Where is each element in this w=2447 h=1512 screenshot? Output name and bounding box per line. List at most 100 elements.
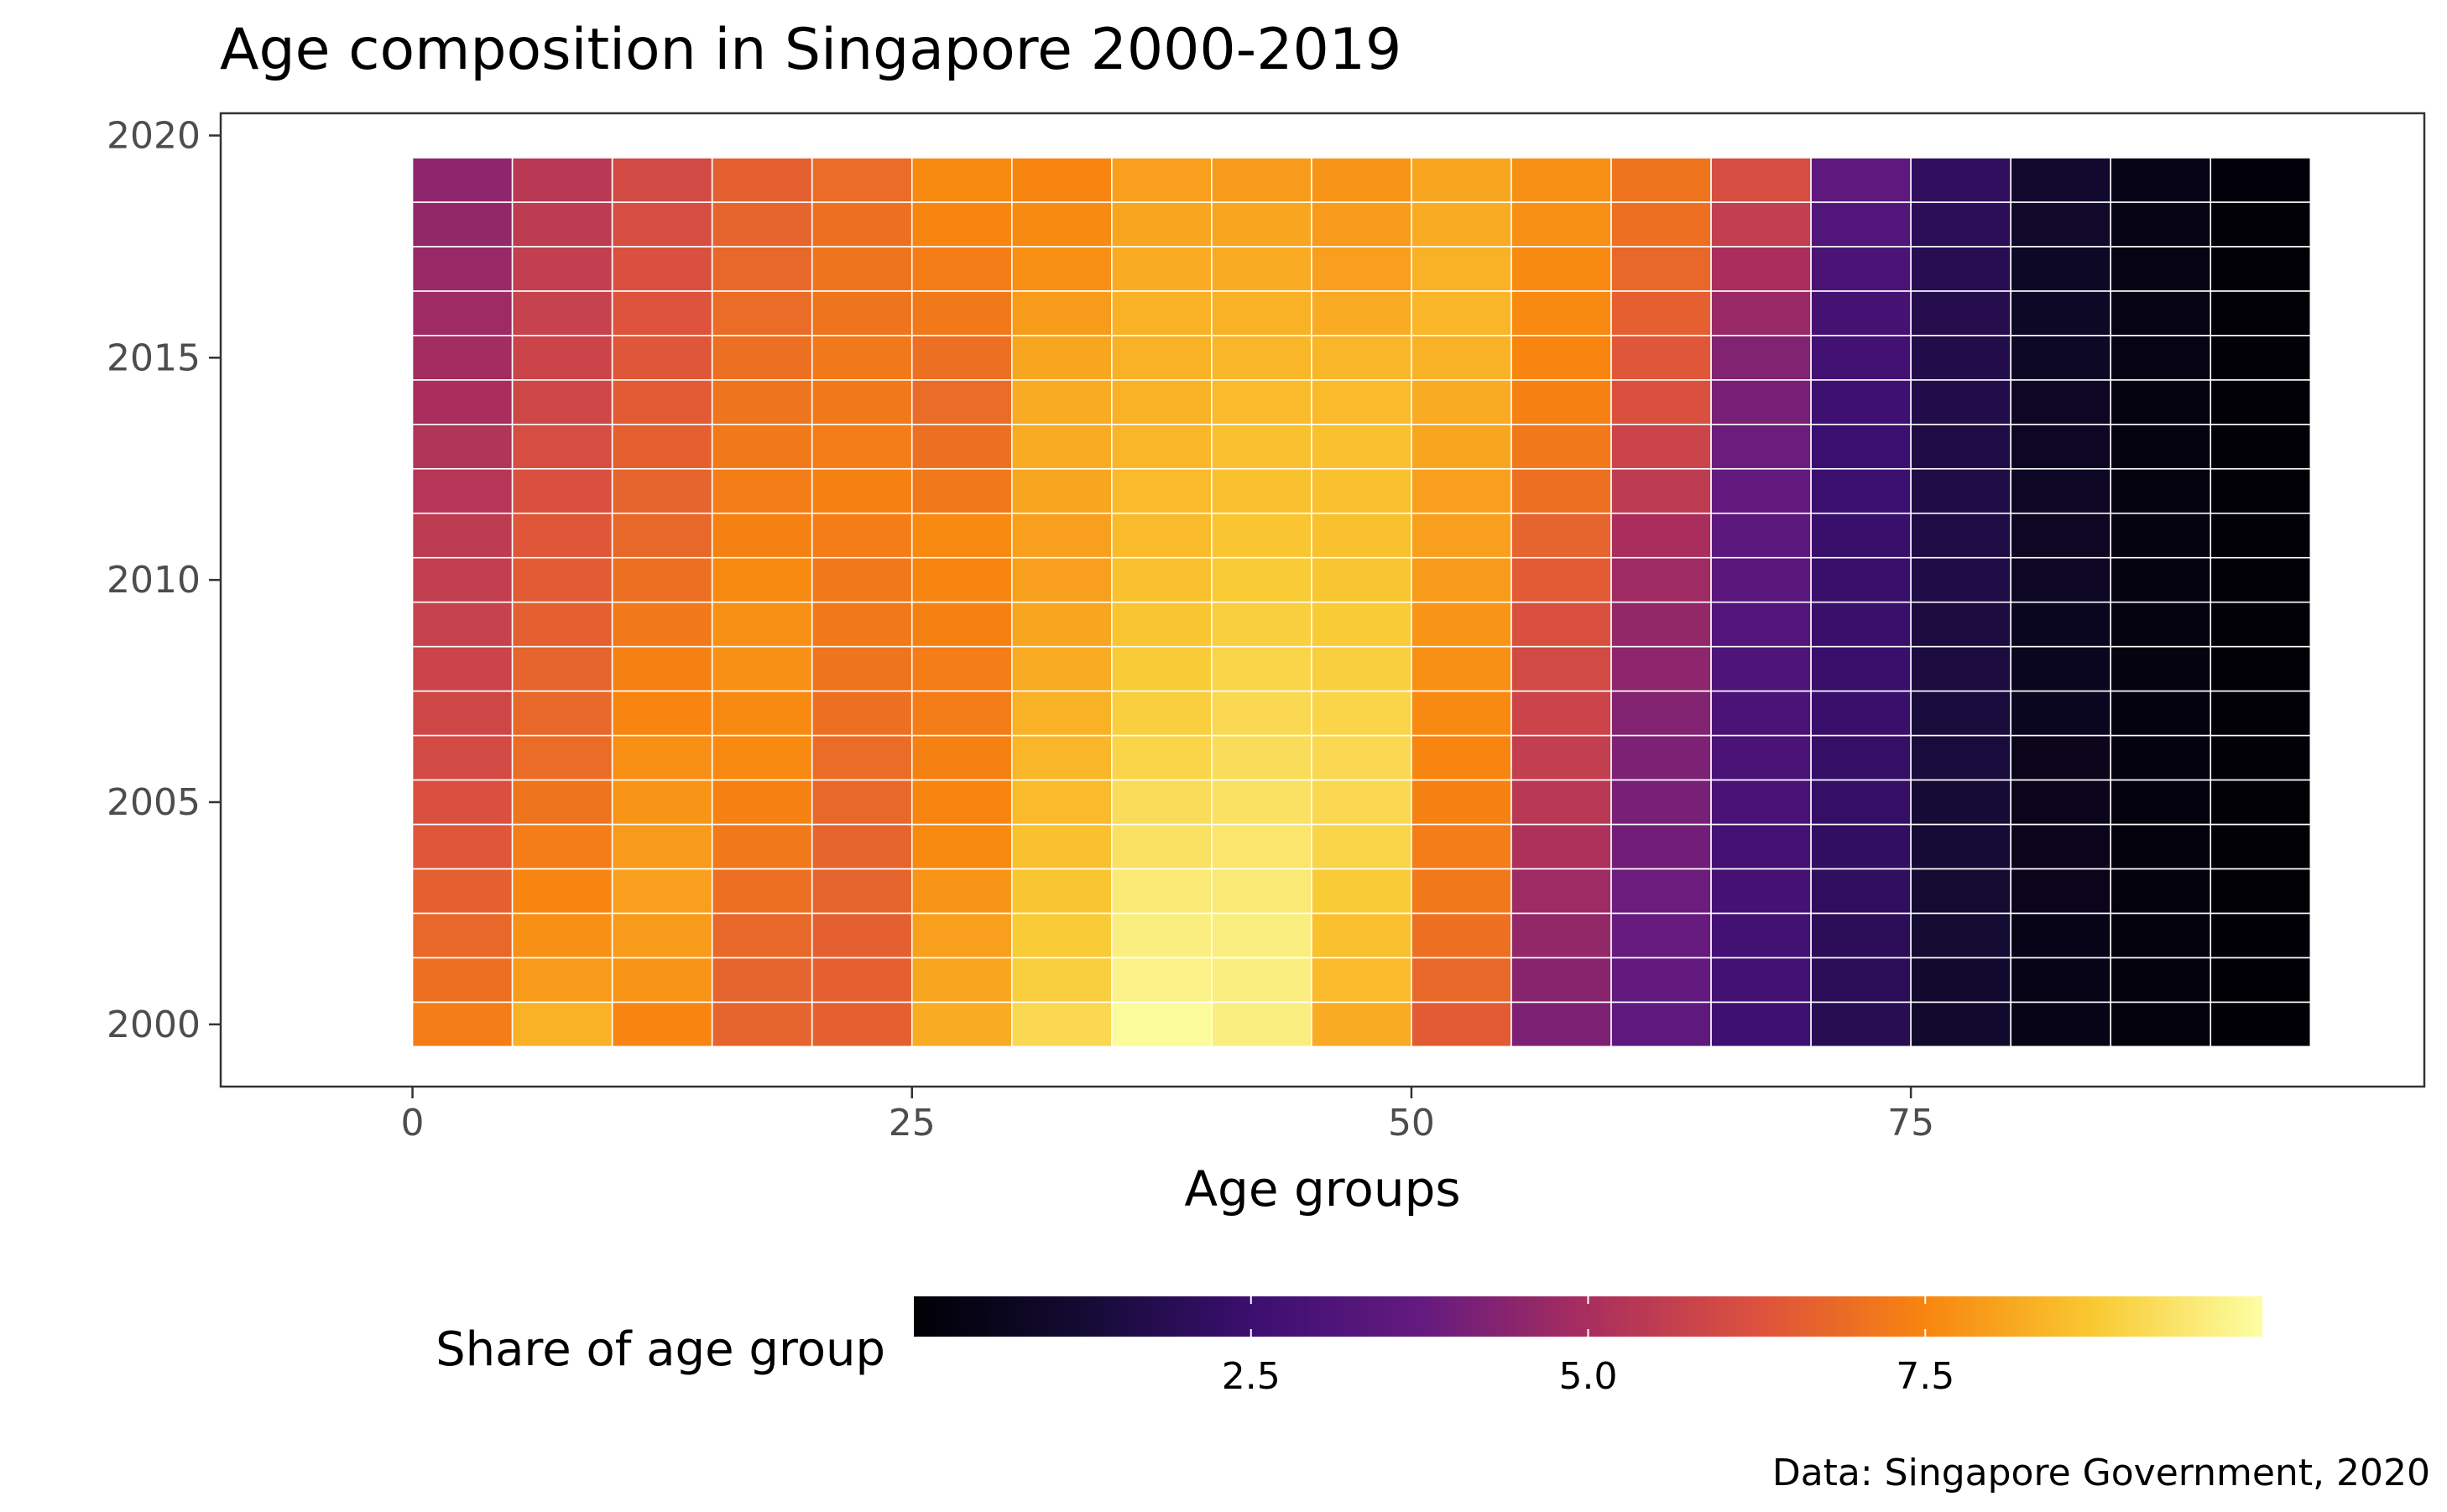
heatmap-cell: [1910, 601, 2011, 648]
heatmap-cell: [1910, 157, 2011, 203]
heatmap-cell: [1311, 868, 1412, 915]
heatmap-cell: [1510, 556, 1612, 603]
heatmap-cell: [1311, 201, 1412, 248]
heatmap-cell: [711, 246, 813, 292]
heatmap-cell: [1411, 868, 1512, 915]
heatmap-cell: [1810, 690, 1912, 737]
heatmap-cell: [910, 556, 1013, 603]
heatmap-cell: [1010, 957, 1113, 1004]
heatmap-cell: [1010, 467, 1113, 514]
heatmap-cell: [1610, 1001, 1712, 1048]
heatmap-cell: [1510, 601, 1612, 648]
heatmap-cell: [2110, 379, 2212, 425]
heatmap-cell: [1710, 157, 1812, 203]
heatmap-cell: [1710, 690, 1812, 737]
heatmap-cell: [1910, 335, 2011, 381]
heatmap-cell: [1910, 423, 2011, 470]
heatmap-cell: [1610, 734, 1712, 781]
heatmap-cell: [811, 645, 913, 692]
heatmap-cell: [1411, 379, 1512, 425]
heatmap-cell: [2110, 423, 2212, 470]
heatmap-cell: [910, 157, 1013, 203]
heatmap-cell: [811, 157, 913, 203]
heatmap-cell: [411, 379, 514, 425]
heatmap-cell: [910, 823, 1013, 870]
heatmap-cell: [910, 290, 1013, 336]
heatmap-cell: [611, 1001, 713, 1048]
heatmap-cell: [511, 157, 613, 203]
heatmap-cell: [411, 823, 514, 870]
heatmap-cell: [411, 779, 514, 826]
heatmap-cell: [1111, 779, 1213, 826]
heatmap-cell: [1311, 912, 1412, 959]
heatmap-cell: [611, 645, 713, 692]
heatmap-cell: [711, 512, 813, 559]
heatmap-cell: [1311, 601, 1412, 648]
heatmap-cell: [1010, 512, 1113, 559]
heatmap-cell: [411, 335, 514, 381]
heatmap-cell: [1111, 1001, 1213, 1048]
heatmap-cell: [611, 335, 713, 381]
y-tick-label: 2015: [107, 336, 201, 379]
heatmap-cell: [1710, 601, 1812, 648]
heatmap-cell: [1810, 512, 1912, 559]
heatmap-cell: [1211, 645, 1312, 692]
heatmap-cell: [811, 512, 913, 559]
heatmap-cell: [1510, 912, 1612, 959]
heatmap-cell: [1311, 957, 1412, 1004]
heatmap-cell: [1111, 246, 1213, 292]
heatmap-cell: [1010, 290, 1113, 336]
legend-ticks: 2.5 5.0 7.5: [1222, 1296, 1954, 1398]
heatmap-cell: [1810, 246, 1912, 292]
heatmap-cell: [411, 734, 514, 781]
heatmap-cell: [611, 379, 713, 425]
heatmap-cell: [811, 379, 913, 425]
heatmap-cell: [1211, 512, 1312, 559]
heatmap-cell: [2010, 734, 2112, 781]
heatmap-cell: [2110, 957, 2212, 1004]
heatmap-cell: [1211, 734, 1312, 781]
heatmap-cell: [1910, 201, 2011, 248]
heatmap-cell: [910, 734, 1013, 781]
heatmap-cell: [2210, 912, 2312, 959]
heatmap-cell: [1010, 645, 1113, 692]
heatmap-cell: [711, 957, 813, 1004]
heatmap-cell: [1111, 868, 1213, 915]
heatmap-cell: [1010, 157, 1113, 203]
heatmap-cell: [411, 556, 514, 603]
heatmap-cell: [2210, 379, 2312, 425]
heatmap-cell: [2010, 868, 2112, 915]
y-tick-label: 2020: [107, 114, 201, 157]
heatmap-cell: [910, 601, 1013, 648]
heatmap-cell: [511, 734, 613, 781]
heatmap-cell: [2110, 779, 2212, 826]
heatmap-cell: [1211, 290, 1312, 336]
heatmap-cell: [1710, 645, 1812, 692]
y-tick-label: 2000: [107, 1004, 201, 1046]
heatmap-cell: [910, 1001, 1013, 1048]
heatmap-cell: [1411, 734, 1512, 781]
heatmap-cell: [2110, 868, 2212, 915]
heatmap-cell: [1710, 957, 1812, 1004]
heatmap-cell: [910, 246, 1013, 292]
heatmap-cell: [2010, 246, 2112, 292]
heatmap-cell: [1411, 556, 1512, 603]
heatmap-cell: [2010, 512, 2112, 559]
heatmap-cell: [1910, 912, 2011, 959]
heatmap-cell: [2010, 823, 2112, 870]
heatmap-cell: [2010, 423, 2112, 470]
heatmap-cell: [1510, 246, 1612, 292]
heatmap-cell: [1510, 201, 1612, 248]
heatmap-cell: [1211, 690, 1312, 737]
heatmap-cell: [511, 512, 613, 559]
heatmap-cell: [1111, 512, 1213, 559]
heatmap-cell: [2210, 423, 2312, 470]
heatmap-cell: [1710, 734, 1812, 781]
heatmap-cell: [1610, 201, 1712, 248]
heatmap-cell: [1510, 423, 1612, 470]
heatmap-cell: [2210, 734, 2312, 781]
heatmap-cell: [411, 957, 514, 1004]
heatmap-cell: [1610, 912, 1712, 959]
heatmap-cell: [910, 868, 1013, 915]
heatmap-cell: [910, 645, 1013, 692]
